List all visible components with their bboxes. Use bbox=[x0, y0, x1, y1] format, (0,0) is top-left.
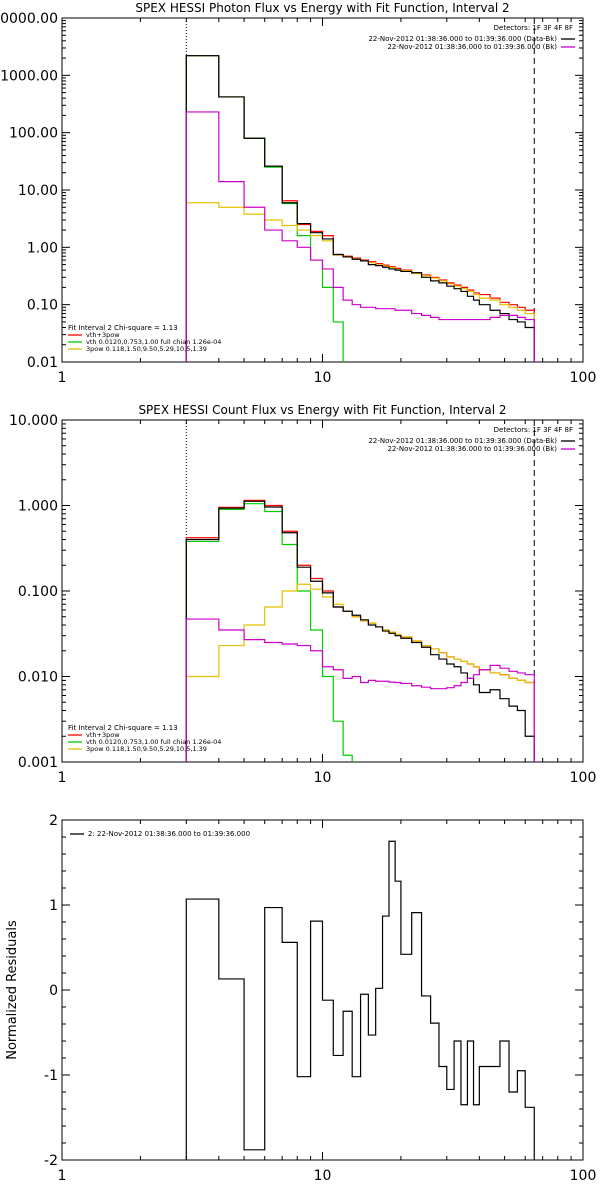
legend-entry-label: 2: 22-Nov-2012 01:38:36.000 to 01:39:36.… bbox=[88, 830, 250, 838]
x-tick-label: 1 bbox=[58, 370, 67, 386]
y-tick-label: 0 bbox=[49, 983, 58, 999]
x-tick-label: 100 bbox=[570, 770, 597, 786]
x-tick-label: 1 bbox=[58, 770, 67, 786]
legend-fit-header: Fit Interval 2 Chi-square = 1.13 bbox=[68, 724, 178, 732]
legend-entry-label: vth+3pow bbox=[86, 731, 120, 739]
series-vth-3pow bbox=[185, 55, 535, 362]
series-bk bbox=[185, 111, 535, 362]
series-3pow bbox=[185, 583, 535, 762]
y-tick-label: 0.01 bbox=[27, 355, 58, 371]
legend-entry-label: 22-Nov-2012 01:38:36.000 to 01:39:36.000… bbox=[387, 43, 557, 51]
legend-entry-label: 22-Nov-2012 01:38:36.000 to 01:39:36.000… bbox=[368, 35, 557, 43]
y-tick-label: 0.10 bbox=[27, 298, 58, 314]
series-data-bk bbox=[185, 500, 535, 762]
y-tick-label: -2 bbox=[44, 1153, 58, 1169]
y-tick-label: 1 bbox=[49, 898, 58, 914]
legend-entry-label: 3pow 0.118,1.50,9.50,5.29,10.5,1.39 bbox=[86, 745, 207, 753]
series-3pow bbox=[185, 202, 535, 362]
series-vth bbox=[185, 503, 353, 762]
series-data-bk bbox=[185, 55, 535, 362]
chart-title-0: SPEX HESSI Photon Flux vs Energy with Fi… bbox=[135, 1, 509, 15]
x-tick-label: 100 bbox=[570, 370, 597, 386]
chart-title-1: SPEX HESSI Count Flux vs Energy with Fit… bbox=[138, 403, 506, 417]
series-residuals bbox=[185, 840, 535, 1160]
y-tick-label: 1000.00 bbox=[0, 68, 58, 84]
legend-fit-header: Fit Interval 2 Chi-square = 1.13 bbox=[68, 324, 178, 332]
legend-entry-label: vth 0.0120,0.753,1.00 full chian 1.26e-0… bbox=[86, 738, 221, 746]
series-vth-3pow bbox=[185, 499, 535, 762]
x-tick-label: 10 bbox=[314, 770, 332, 786]
y-tick-label: 2 bbox=[49, 813, 58, 829]
y-tick-label: 10.00 bbox=[18, 183, 58, 199]
y-tick-label: 10000.00 bbox=[0, 11, 58, 27]
legend-entry-label: 22-Nov-2012 01:38:36.000 to 01:39:36.000… bbox=[387, 445, 557, 453]
y-tick-label: 100.00 bbox=[9, 126, 58, 142]
y-tick-label: -1 bbox=[44, 1068, 58, 1084]
y-tick-label: 0.100 bbox=[18, 584, 58, 600]
y-tick-label: 1.00 bbox=[27, 240, 58, 256]
x-tick-label: 1 bbox=[58, 1168, 67, 1184]
series-vth bbox=[185, 55, 344, 362]
x-tick-label: 10 bbox=[314, 370, 332, 386]
y-tick-label: 0.001 bbox=[18, 755, 58, 771]
legend-entry-label: vth+3pow bbox=[86, 331, 120, 339]
x-ticks-2 bbox=[61, 820, 572, 1160]
legend-detectors: Detectors: 1F 3F 4F 8F bbox=[494, 426, 573, 434]
series-bk bbox=[185, 618, 535, 762]
x-tick-label: 10 bbox=[314, 1168, 332, 1184]
plot-frame-0 bbox=[61, 17, 584, 363]
y-tick-label: 10.000 bbox=[9, 413, 58, 429]
x-tick-label: 100 bbox=[570, 1168, 597, 1184]
legend-entry-label: 22-Nov-2012 01:38:36.000 to 01:39:36.000… bbox=[368, 437, 557, 445]
y-tick-label: 0.010 bbox=[18, 670, 58, 686]
legend-detectors: Detectors: 1F 3F 4F 8F bbox=[494, 24, 573, 32]
x-ticks-1 bbox=[61, 420, 572, 762]
legend-entry-label: vth 0.0120,0.753,1.00 full chian 1.26e-0… bbox=[86, 338, 221, 346]
y-tick-label: 1.000 bbox=[18, 499, 58, 515]
legend-entry-label: 3pow 0.118,1.50,9.50,5.29,10.5,1.39 bbox=[86, 345, 207, 353]
y-axis-label: Normalized Residuals bbox=[5, 920, 20, 1060]
